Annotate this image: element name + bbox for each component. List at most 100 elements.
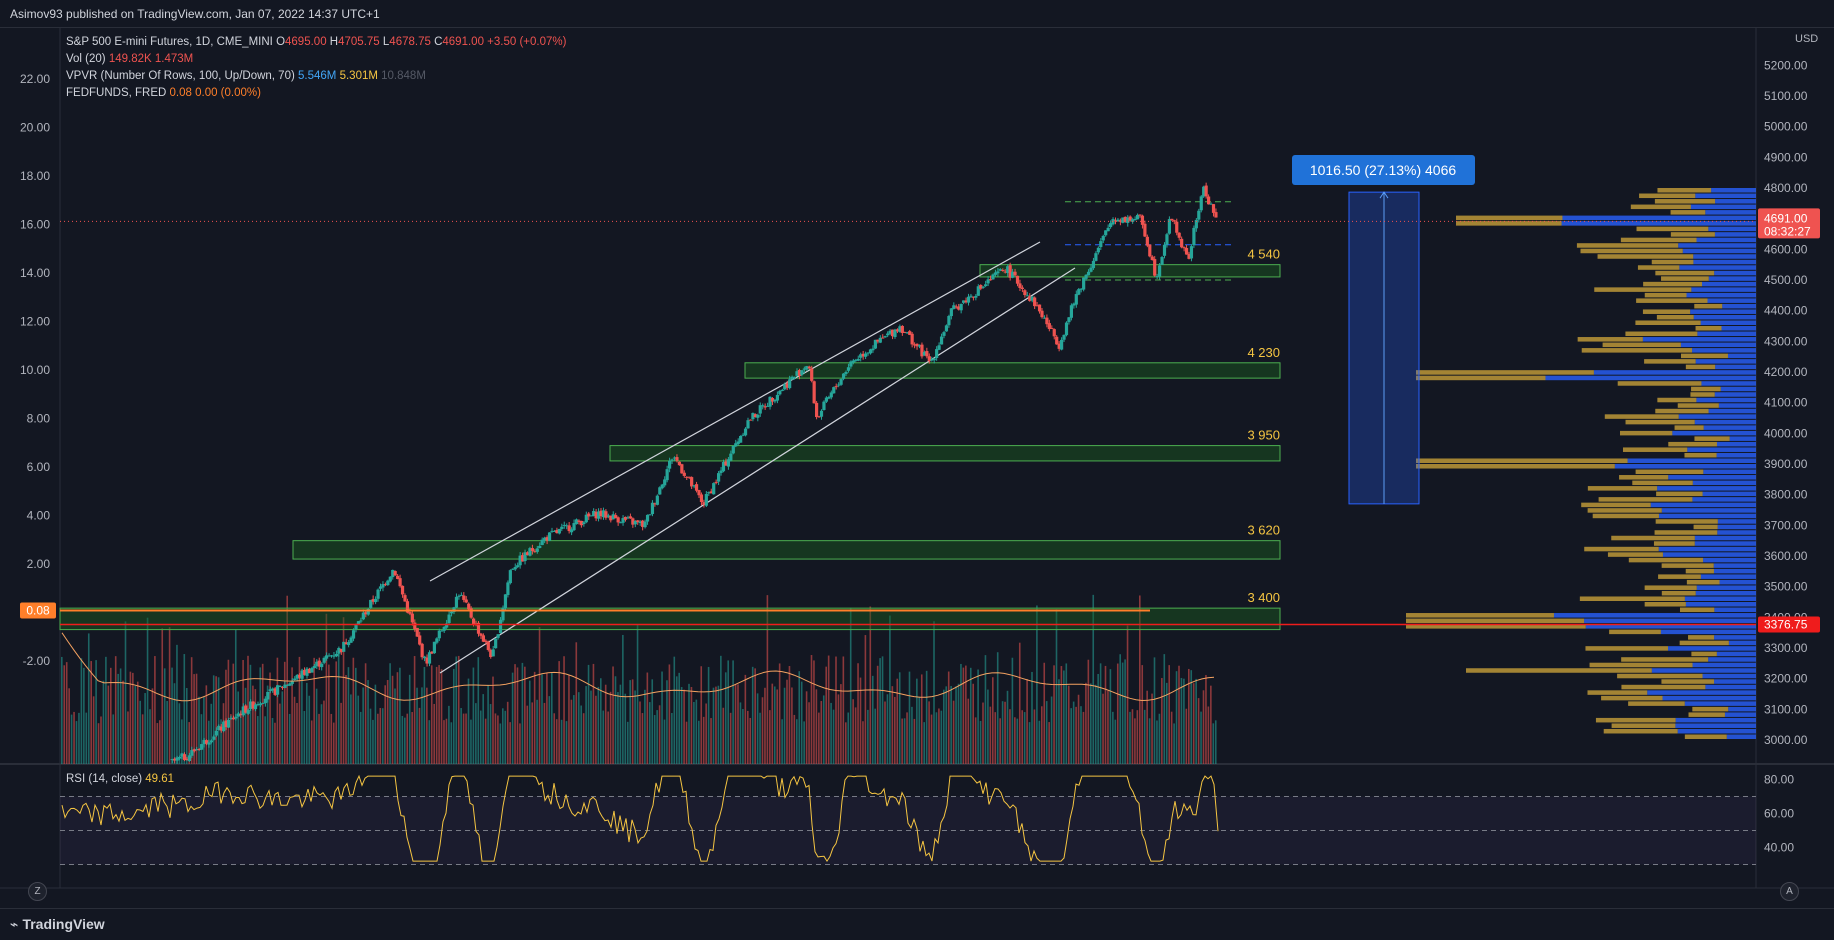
candle-body	[339, 648, 343, 653]
volume-bar	[842, 656, 845, 764]
candle-body	[1150, 256, 1154, 260]
price-chart[interactable]: 4 540 4 230 3 950 3 620 3 400 1016.50 (27.13…	[0, 28, 1834, 908]
left-axis-tick-label: 12.00	[20, 315, 50, 329]
volume-bar	[337, 651, 340, 764]
volume-bar	[943, 689, 945, 764]
fedfunds-label[interactable]: FEDFUNDS, FRED	[66, 87, 167, 99]
volume-bar	[146, 617, 149, 764]
candle-body	[758, 405, 762, 414]
vpvr-down-bar	[1632, 480, 1693, 486]
candle-body	[910, 333, 914, 345]
vpvr-up-bar	[1713, 568, 1756, 574]
candle-body	[1165, 234, 1169, 245]
symbol-name[interactable]: S&P 500 E-mini Futures, 1D, CME_MINI	[66, 36, 273, 48]
candle-body	[609, 515, 613, 521]
candle-body	[670, 459, 674, 461]
vpvr-down-bar	[1594, 287, 1692, 292]
volume-bar	[364, 663, 367, 764]
candle-body	[932, 358, 936, 361]
volume-bar	[404, 717, 406, 764]
candle-body	[217, 725, 221, 731]
candle-body	[288, 683, 292, 686]
volume-bar	[190, 657, 193, 764]
volume-bar	[198, 696, 200, 764]
last-price-badge-countdown: 08:32:27	[1764, 224, 1811, 238]
candle-body	[552, 530, 557, 532]
candle-body	[1202, 186, 1206, 197]
volume-bar	[110, 667, 112, 764]
tradingview-logo[interactable]: ⌁ TradingView	[10, 916, 105, 933]
vpvr-up-bar	[1703, 469, 1756, 475]
candle-body	[817, 416, 821, 418]
volume-bar	[832, 709, 835, 764]
right-axis-tick-label: 3200.00	[1764, 672, 1808, 686]
volume-bar	[330, 713, 333, 764]
candle-body	[788, 379, 792, 389]
volume-bar	[335, 661, 337, 764]
vpvr-down-bar	[1692, 706, 1729, 712]
volume-bar	[379, 707, 382, 764]
candle-body	[883, 336, 887, 338]
vpvr-down-bar	[1688, 635, 1715, 640]
candle-body	[1116, 219, 1120, 222]
volume-bar	[649, 702, 651, 764]
volume-bar	[1195, 678, 1197, 764]
candle-body	[1035, 305, 1039, 307]
volume-bar	[352, 657, 355, 764]
volume-bar	[144, 693, 146, 764]
candle-body	[592, 510, 596, 517]
vpvr-up-bar	[1691, 287, 1756, 292]
volume-bar	[1070, 708, 1072, 764]
candle-body	[374, 598, 378, 603]
volume-bar	[372, 719, 374, 764]
candle-body	[810, 368, 814, 381]
vpvr-down-bar	[1686, 579, 1720, 585]
rsi-label[interactable]: RSI (14, close)	[66, 773, 143, 785]
right-axis-tick-label: 4200.00	[1764, 365, 1808, 379]
volume-bar	[957, 683, 960, 764]
volume-bar	[695, 699, 698, 764]
candle-body	[687, 476, 691, 478]
candle-body	[734, 443, 738, 447]
volume-bar	[105, 656, 107, 764]
vpvr-up-bar	[1690, 204, 1756, 210]
volume-bar	[308, 695, 311, 764]
volume-bar	[700, 666, 703, 764]
candle-body	[1055, 336, 1059, 345]
support-zone-label: 4 540	[1247, 247, 1280, 262]
measure-label: 1016.50 (27.13%) 4066	[1310, 162, 1457, 178]
vpvr-up-bar	[1717, 530, 1756, 535]
volume-bar	[947, 671, 950, 764]
candle-body	[954, 306, 958, 308]
volume-bar	[639, 701, 641, 764]
vpvr-up-bar	[1724, 712, 1756, 717]
vpvr-up-bar	[1715, 364, 1756, 370]
candle-body	[317, 660, 321, 667]
auto-scale-a-button[interactable]: A	[1780, 882, 1799, 901]
candle-body	[202, 739, 206, 745]
volume-bar	[987, 689, 989, 764]
volume-bar	[668, 664, 671, 764]
candle-body	[631, 518, 635, 525]
vol-label[interactable]: Vol (20)	[66, 53, 106, 65]
volume-bar	[462, 713, 465, 764]
vpvr-label[interactable]: VPVR (Number Of Rows, 100, Up/Down, 70)	[66, 70, 295, 82]
ohlc-high: 4705.75	[338, 36, 380, 48]
vpvr-down-bar	[1635, 320, 1701, 325]
volume-bar	[651, 679, 654, 764]
volume-bar	[97, 723, 100, 764]
volume-bar	[95, 660, 97, 764]
volume-bar	[663, 719, 666, 764]
candle-body	[305, 668, 309, 676]
legend-fedfunds-row: FEDFUNDS, FRED 0.08 0.00 (0.00%)	[66, 85, 566, 102]
candle-body	[582, 522, 586, 525]
candle-body	[378, 586, 383, 589]
volume-bar	[129, 671, 132, 764]
volume-bar	[950, 686, 952, 764]
volume-bar	[318, 713, 320, 764]
auto-scale-z-button[interactable]: Z	[28, 882, 47, 901]
candle-body	[1091, 260, 1096, 269]
volume-bar	[161, 628, 164, 764]
candle-body	[525, 552, 530, 556]
volume-bar	[560, 719, 563, 764]
